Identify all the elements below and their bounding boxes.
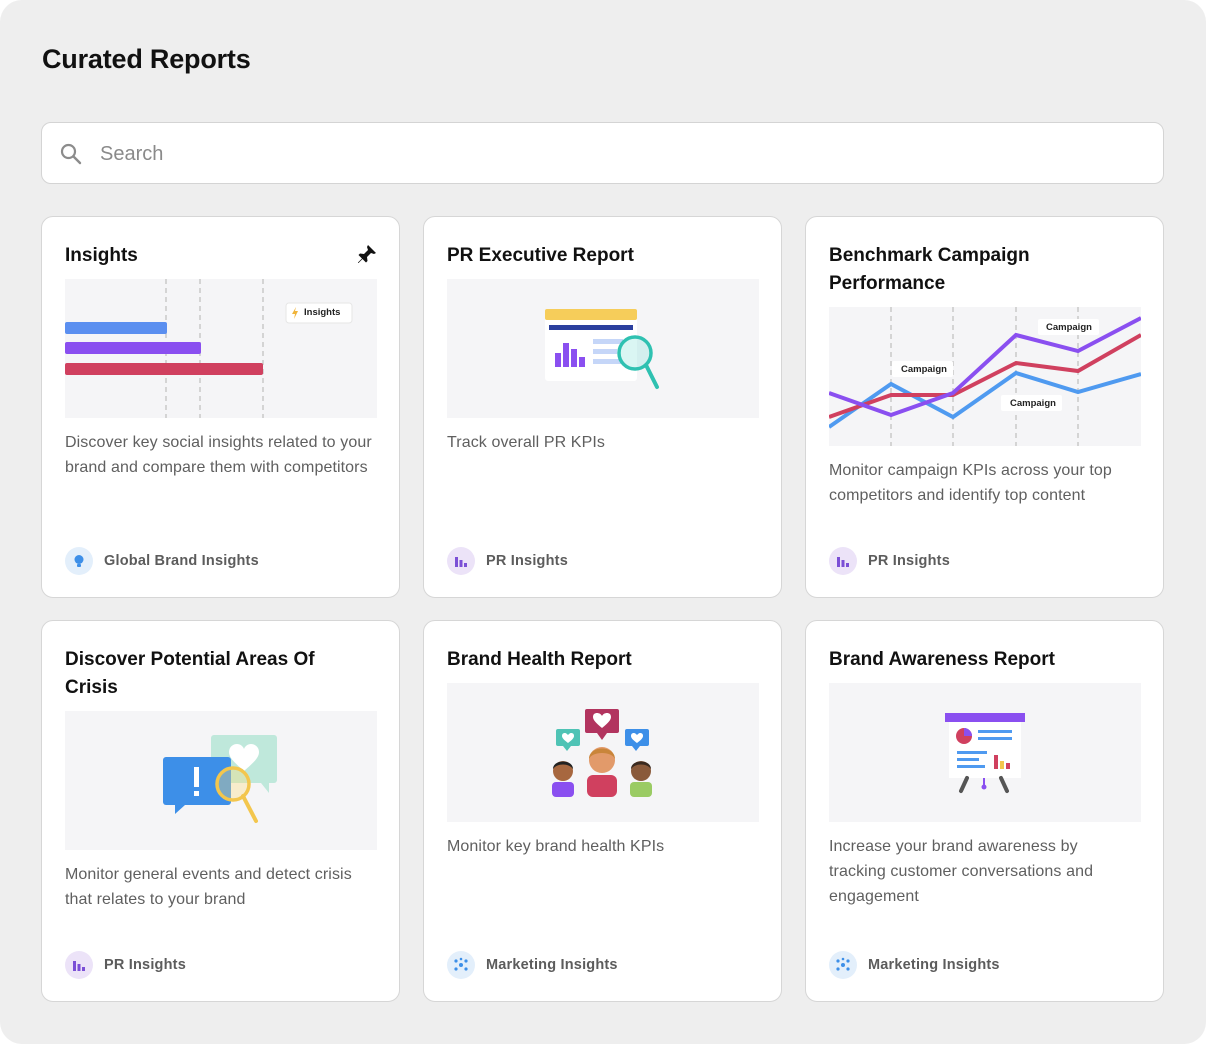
card-footer: PR Insights bbox=[829, 547, 950, 575]
search-input[interactable] bbox=[100, 137, 1100, 171]
card-footer: Marketing Insights bbox=[447, 951, 618, 979]
category-label: Marketing Insights bbox=[486, 957, 618, 973]
card-footer: Global Brand Insights bbox=[65, 547, 259, 575]
card-thumbnail bbox=[829, 683, 1141, 822]
category-label: Marketing Insights bbox=[868, 957, 1000, 973]
card-title: Discover Potential Areas Of Crisis bbox=[65, 649, 315, 698]
pin-icon[interactable] bbox=[357, 244, 377, 264]
card-footer: PR Insights bbox=[447, 547, 568, 575]
card-description: Monitor campaign KPIs across your top co… bbox=[829, 462, 1112, 504]
card-title: Brand Health Report bbox=[447, 649, 632, 670]
campaign-tag: Campaign bbox=[1010, 398, 1056, 409]
report-card-insights[interactable]: Insights Insights Discover key social in… bbox=[41, 216, 400, 598]
insights-tag: Insights bbox=[304, 307, 341, 318]
search-icon bbox=[60, 143, 82, 165]
card-description: Monitor general events and detect crisis… bbox=[65, 866, 352, 908]
campaign-tag: Campaign bbox=[1046, 322, 1092, 333]
search-bar[interactable] bbox=[41, 122, 1164, 184]
category-label: PR Insights bbox=[868, 553, 950, 569]
category-label: PR Insights bbox=[486, 553, 568, 569]
bar-chart-icon bbox=[447, 547, 475, 575]
report-card-benchmark-campaign[interactable]: Benchmark Campaign Performance Campaign … bbox=[805, 216, 1164, 598]
page-title: Curated Reports bbox=[42, 44, 251, 74]
bar-chart-icon bbox=[65, 951, 93, 979]
card-title: Brand Awareness Report bbox=[829, 649, 1055, 670]
card-description: Increase your brand awareness by trackin… bbox=[829, 838, 1094, 905]
card-description: Discover key social insights related to … bbox=[65, 434, 372, 476]
card-description: Monitor key brand health KPIs bbox=[447, 838, 665, 855]
card-title: Insights bbox=[65, 245, 138, 266]
campaign-tag: Campaign bbox=[901, 364, 947, 375]
category-label: Global Brand Insights bbox=[104, 553, 259, 569]
card-title: PR Executive Report bbox=[447, 245, 634, 266]
card-description: Track overall PR KPIs bbox=[447, 434, 605, 451]
card-footer: Marketing Insights bbox=[829, 951, 1000, 979]
chat-magnifier-illustration bbox=[163, 735, 277, 823]
bar-chart-icon bbox=[829, 547, 857, 575]
card-thumbnail: Campaign Campaign Campaign bbox=[829, 307, 1141, 446]
report-magnifier-illustration bbox=[545, 309, 659, 389]
line-chart-illustration bbox=[829, 307, 1141, 446]
report-card-brand-awareness[interactable]: Brand Awareness Report Incre bbox=[805, 620, 1164, 1002]
report-card-crisis[interactable]: Discover Potential Areas Of Crisis Monit… bbox=[41, 620, 400, 1002]
bar-chart-illustration bbox=[65, 279, 353, 418]
network-icon bbox=[447, 951, 475, 979]
category-label: PR Insights bbox=[104, 957, 186, 973]
presentation-board-illustration bbox=[945, 713, 1025, 793]
report-card-pr-executive[interactable]: PR Executive Report Track overall PR KPI… bbox=[423, 216, 782, 598]
card-thumbnail: Insights bbox=[65, 279, 377, 418]
card-thumbnail bbox=[447, 279, 759, 418]
card-thumbnail bbox=[65, 711, 377, 850]
card-footer: PR Insights bbox=[65, 951, 186, 979]
network-icon bbox=[829, 951, 857, 979]
card-thumbnail bbox=[447, 683, 759, 822]
lightbulb-icon bbox=[65, 547, 93, 575]
report-card-brand-health[interactable]: Brand Health Report bbox=[423, 620, 782, 1002]
card-title: Benchmark Campaign Performance bbox=[829, 245, 1030, 294]
people-hearts-illustration bbox=[552, 709, 652, 797]
